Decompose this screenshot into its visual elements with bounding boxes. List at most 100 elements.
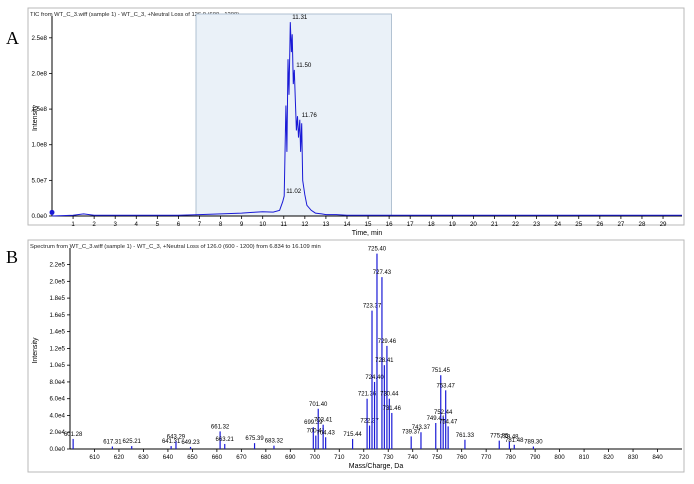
panel-letter-b: B [6,247,19,267]
chart2-peak-label: 739.37 [402,429,421,435]
chart1-x-tick-label: 24 [554,221,561,228]
chart1-x-tick-label: 6 [177,221,181,228]
chart1-x-tick-label: 8 [219,221,223,228]
chart2-peak-label: 727.43 [373,270,392,276]
chart1-highlight-range [195,13,392,217]
chart1-x-tick-label: 1 [71,221,75,228]
chart1-x-tick-label: 18 [428,221,435,228]
chart2-title: Spectrum from WT_C_3.wiff (sample 1) - W… [30,244,321,250]
chart1-x-tick-label: 15 [365,221,372,228]
chart1-x-tick-label: 4 [135,221,139,228]
chart1-x-tick-label: 25 [575,221,582,228]
chart2-frame [27,239,685,473]
chart2-peak-label: 617.31 [103,439,122,445]
chart1-series-line [51,22,682,217]
chart2-peak-label: 703.41 [314,418,333,424]
chart2-x-tick-label: 790 [530,454,541,461]
chart2-peak-label: 749.41 [427,416,446,422]
chart2-peak-label: 721.36 [358,392,377,398]
chart1-x-tick-label: 14 [344,221,351,228]
chart2-peak-label: 730.44 [380,392,399,398]
chart1-y-tick-label: 5.0e7 [32,177,48,184]
chart2-y-tick-label: 2.0e5 [50,278,66,285]
chart2-x-tick-label: 630 [138,454,149,461]
chart1-title: TIC from WT_C_3.wiff (sample 1) - WT_C_3… [30,12,239,18]
chart2-peak-label: 779.48 [500,434,519,440]
chart1-y-tick-label: 2.5e8 [32,35,48,42]
chart2-peak-label: 751.45 [432,368,451,374]
chart1-x-tick-label: 2 [92,221,96,228]
chart2-peak-label: 781.48 [505,438,524,444]
chart2-y-tick-label: 1.0e5 [50,362,66,369]
chart1-y-tick-label: 2.0e8 [32,70,48,77]
chart1-y-tick-label: 1.5e8 [32,106,48,113]
chart2-peak-label: 729.46 [378,339,397,345]
chart2-x-tick-label: 810 [579,454,590,461]
chart1-x-tick-label: 22 [512,221,519,228]
chart2-x-tick-label: 690 [285,454,296,461]
chart2-peak-label: 753.47 [437,383,456,389]
chart2-peak-label: 683.32 [265,439,284,445]
chart1-peak-label: 11.76 [302,112,318,119]
chart1-x-tick-label: 20 [470,221,477,228]
chart2-peak-label: 761.33 [456,433,475,439]
chart2-y-tick-label: 0.0e0 [50,446,66,453]
chart2-peak-label: 728.41 [375,358,394,364]
chart2-x-tick-label: 800 [554,454,565,461]
chart1-x-tick-label: 21 [491,221,498,228]
chart1-x-tick-label: 19 [449,221,456,228]
chart2-x-tick-label: 640 [163,454,174,461]
chart2-x-tick-label: 610 [89,454,100,461]
chart2-y-tick-label: 4.0e4 [50,412,66,419]
chart1-x-tick-label: 28 [639,221,646,228]
chart2-y-tick-label: 1.2e5 [50,345,66,352]
chart2-x-tick-label: 740 [408,454,419,461]
chart1-x-tick-label: 11 [281,221,288,228]
chart2-x-tick-label: 620 [114,454,125,461]
chart1-x-tick-label: 9 [240,221,244,228]
chart2-y-tick-label: 6.0e4 [50,396,66,403]
chart2-peak-label: 699.39 [304,420,323,426]
chart1-peak-label: 11.50 [296,62,312,69]
chart2-y-tick-label: 8.0e4 [50,379,66,386]
chart2-peak-label: 775.35 [490,434,509,440]
chart1-x-axis-label: Time, min [352,230,383,237]
chart1-y-tick-label: 0.0e0 [32,213,48,220]
chart1-peak-label: 11.31 [292,14,308,21]
chart2-x-tick-label: 670 [236,454,247,461]
chart2-x-axis-label: Mass/Charge, Da [349,463,404,470]
chart2-y-tick-label: 1.8e5 [50,295,66,302]
chart1-y-tick-label: 1.0e8 [32,142,48,149]
chart2-x-tick-label: 720 [359,454,370,461]
chart2-peak-label: 701.40 [309,402,328,408]
chart2-peak-label: 715.44 [343,432,362,438]
chart2-peak-label: 704.43 [316,430,335,436]
chart2-y-tick-label: 2.0e4 [50,429,66,436]
chart1-x-tick-label: 23 [533,221,540,228]
chart2-y-tick-label: 2.2e5 [50,262,66,269]
chart1-x-tick-label: 16 [386,221,393,228]
chart2-peak-label: 731.46 [383,406,402,412]
chart2-x-tick-label: 760 [457,454,468,461]
chart1-x-tick-label: 3 [113,221,117,228]
chart2-x-tick-label: 820 [603,454,614,461]
chart1-x-tick-label: 27 [617,221,624,228]
chart2-peak-label: 752.44 [434,410,453,416]
chart2-peak-label: 724.40 [365,375,384,381]
chart2-x-tick-label: 700 [310,454,321,461]
chart1-x-tick-label: 10 [259,221,266,228]
chart2-peak-label: 725.40 [368,247,387,253]
chart1-x-tick-label: 12 [301,221,308,228]
chart2-peak-label: 663.21 [216,437,235,443]
panel-letter-a: A [6,28,19,48]
chart1-x-tick-label: 17 [407,221,414,228]
chart2-peak-label: 675.39 [245,436,264,442]
chart2-x-tick-label: 650 [187,454,198,461]
chart2-x-tick-label: 770 [481,454,492,461]
chart2-y-tick-label: 1.4e5 [50,329,66,336]
chart1-y-axis-marker [49,209,55,215]
chart2-y-axis-label: Intensity [32,337,39,364]
chart2-y-tick-label: 1.6e5 [50,312,66,319]
chart2-x-tick-label: 750 [432,454,443,461]
